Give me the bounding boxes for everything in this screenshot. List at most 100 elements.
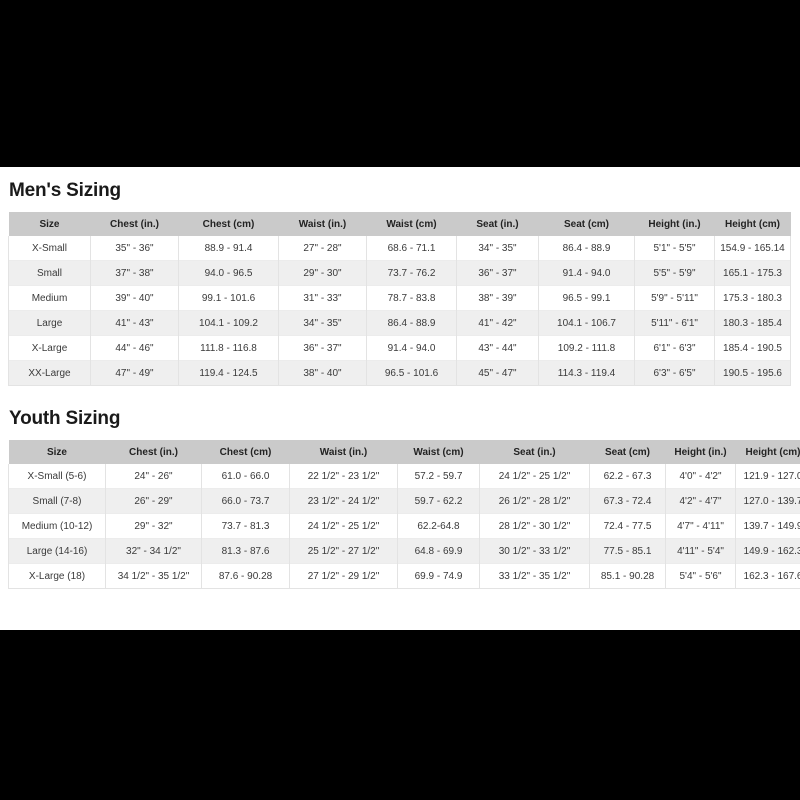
mens-measurement-cell: 5'1" - 5'5" [634,236,715,261]
mens-measurement-cell: 180.3 - 185.4 [714,310,791,336]
youth-size-label: X-Large (18) [8,563,106,589]
mens-column-header: Waist (in.) [278,212,367,236]
youth-measurement-cell: 27 1/2" - 29 1/2" [289,563,398,589]
mens-measurement-cell: 190.5 - 195.6 [714,360,791,386]
youth-measurement-cell: 64.8 - 69.9 [397,538,480,564]
youth-measurement-cell: 24 1/2" - 25 1/2" [479,464,590,489]
mens-size-label: Medium [8,285,91,311]
table-row: X-Small 35" - 36" 88.9 - 91.4 27" - 28" 68.6… [8,236,791,261]
youth-measurement-cell: 62.2 - 67.3 [589,464,666,489]
youth-measurement-cell: 59.7 - 62.2 [397,488,480,514]
youth-measurement-cell: 4'7" - 4'11" [665,513,736,539]
youth-column-header: Chest (cm) [201,440,290,464]
mens-measurement-cell: 86.4 - 88.9 [366,310,457,336]
table-row: X-Large 44" - 46" 111.8 - 116.8 36" - 37" 91… [8,335,791,361]
youth-column-header: Size [8,440,106,464]
mens-measurement-cell: 36" - 37" [278,335,367,361]
mens-measurement-cell: 78.7 - 83.8 [366,285,457,311]
mens-size-label: X-Large [8,335,91,361]
youth-measurement-cell: 66.0 - 73.7 [201,488,290,514]
mens-column-header: Waist (cm) [366,212,457,236]
mens-measurement-cell: 175.3 - 180.3 [714,285,791,311]
mens-size-label: XX-Large [8,360,91,386]
mens-measurement-cell: 35" - 36" [90,236,179,261]
mens-measurement-cell: 88.9 - 91.4 [178,236,279,261]
mens-measurement-cell: 37" - 38" [90,260,179,286]
mens-measurement-cell: 104.1 - 106.7 [538,310,635,336]
mens-measurement-cell: 6'1" - 6'3" [634,335,715,361]
mens-measurement-cell: 96.5 - 101.6 [366,360,457,386]
youth-measurement-cell: 81.3 - 87.6 [201,538,290,564]
table-row: Large (14-16) 32" - 34 1/2" 81.3 - 87.6 25 … [8,538,800,564]
mens-measurement-cell: 38" - 39" [456,285,539,311]
youth-measurement-cell: 22 1/2" - 23 1/2" [289,464,398,489]
table-row: Medium (10-12) 29" - 32" 73.7 - 81.3 24 1/2… [8,513,800,539]
table-row: Large 41" - 43" 104.1 - 109.2 34" - 35" 86.4… [8,310,791,336]
youth-measurement-cell: 85.1 - 90.28 [589,563,666,589]
youth-measurement-cell: 34 1/2" - 35 1/2" [105,563,202,589]
youth-measurement-cell: 77.5 - 85.1 [589,538,666,564]
mens-measurement-cell: 39" - 40" [90,285,179,311]
sizing-chart-content: Men's Sizing Size Chest (in.) Chest (cm) Wa… [0,167,800,630]
youth-measurement-cell: 67.3 - 72.4 [589,488,666,514]
youth-measurement-cell: 4'2" - 4'7" [665,488,736,514]
mens-measurement-cell: 111.8 - 116.8 [178,335,279,361]
table-row: Small (7-8) 26" - 29" 66.0 - 73.7 23 1/2" -… [8,488,800,514]
mens-measurement-cell: 119.4 - 124.5 [178,360,279,386]
mens-measurement-cell: 86.4 - 88.9 [538,236,635,261]
mens-sizing-table: Size Chest (in.) Chest (cm) Waist (in.) Wais… [8,212,791,386]
mens-measurement-cell: 29" - 30" [278,260,367,286]
youth-measurement-cell: 162.3 - 167.6 [735,563,800,589]
mens-measurement-cell: 27" - 28" [278,236,367,261]
youth-size-label: Medium (10-12) [8,513,106,539]
mens-measurement-cell: 165.1 - 175.3 [714,260,791,286]
mens-measurement-cell: 5'5" - 5'9" [634,260,715,286]
mens-column-header: Size [8,212,91,236]
mens-sizing-title: Men's Sizing [9,180,121,201]
youth-measurement-cell: 57.2 - 59.7 [397,464,480,489]
mens-table-body: X-Small 35" - 36" 88.9 - 91.4 27" - 28" 68.6… [8,236,791,386]
youth-measurement-cell: 61.0 - 66.0 [201,464,290,489]
table-row: X-Large (18) 34 1/2" - 35 1/2" 87.6 - 90.2… [8,563,800,589]
mens-column-header: Chest (cm) [178,212,279,236]
mens-measurement-cell: 31" - 33" [278,285,367,311]
youth-measurement-cell: 62.2-64.8 [397,513,480,539]
mens-measurement-cell: 94.0 - 96.5 [178,260,279,286]
youth-measurement-cell: 29" - 32" [105,513,202,539]
mens-measurement-cell: 91.4 - 94.0 [538,260,635,286]
youth-measurement-cell: 139.7 - 149.9 [735,513,800,539]
mens-header-row: Size Chest (in.) Chest (cm) Waist (in.) Wais… [8,212,791,236]
youth-column-header: Height (in.) [665,440,736,464]
mens-column-header: Seat (in.) [456,212,539,236]
youth-measurement-cell: 25 1/2" - 27 1/2" [289,538,398,564]
table-row: Medium 39" - 40" 99.1 - 101.6 31" - 33" 78.7… [8,285,791,311]
youth-size-label: Small (7-8) [8,488,106,514]
youth-measurement-cell: 72.4 - 77.5 [589,513,666,539]
mens-measurement-cell: 68.6 - 71.1 [366,236,457,261]
youth-measurement-cell: 149.9 - 162.3 [735,538,800,564]
mens-measurement-cell: 5'9" - 5'11" [634,285,715,311]
mens-measurement-cell: 34" - 35" [278,310,367,336]
mens-measurement-cell: 99.1 - 101.6 [178,285,279,311]
youth-measurement-cell: 73.7 - 81.3 [201,513,290,539]
youth-size-label: Large (14-16) [8,538,106,564]
youth-measurement-cell: 87.6 - 90.28 [201,563,290,589]
mens-measurement-cell: 44" - 46" [90,335,179,361]
mens-measurement-cell: 5'11" - 6'1" [634,310,715,336]
youth-measurement-cell: 127.0 - 139.7 [735,488,800,514]
mens-measurement-cell: 38" - 40" [278,360,367,386]
youth-column-header: Waist (cm) [397,440,480,464]
youth-measurement-cell: 4'0" - 4'2" [665,464,736,489]
youth-measurement-cell: 26" - 29" [105,488,202,514]
mens-column-header: Height (cm) [714,212,791,236]
youth-column-header: Seat (cm) [589,440,666,464]
youth-measurement-cell: 69.9 - 74.9 [397,563,480,589]
mens-measurement-cell: 91.4 - 94.0 [366,335,457,361]
youth-column-header: Waist (in.) [289,440,398,464]
youth-measurement-cell: 5'4" - 5'6" [665,563,736,589]
youth-column-header: Height (cm) [735,440,800,464]
mens-measurement-cell: 34" - 35" [456,236,539,261]
mens-measurement-cell: 73.7 - 76.2 [366,260,457,286]
mens-size-label: Large [8,310,91,336]
table-row: X-Small (5-6) 24" - 26" 61.0 - 66.0 22 1/2"… [8,464,800,489]
